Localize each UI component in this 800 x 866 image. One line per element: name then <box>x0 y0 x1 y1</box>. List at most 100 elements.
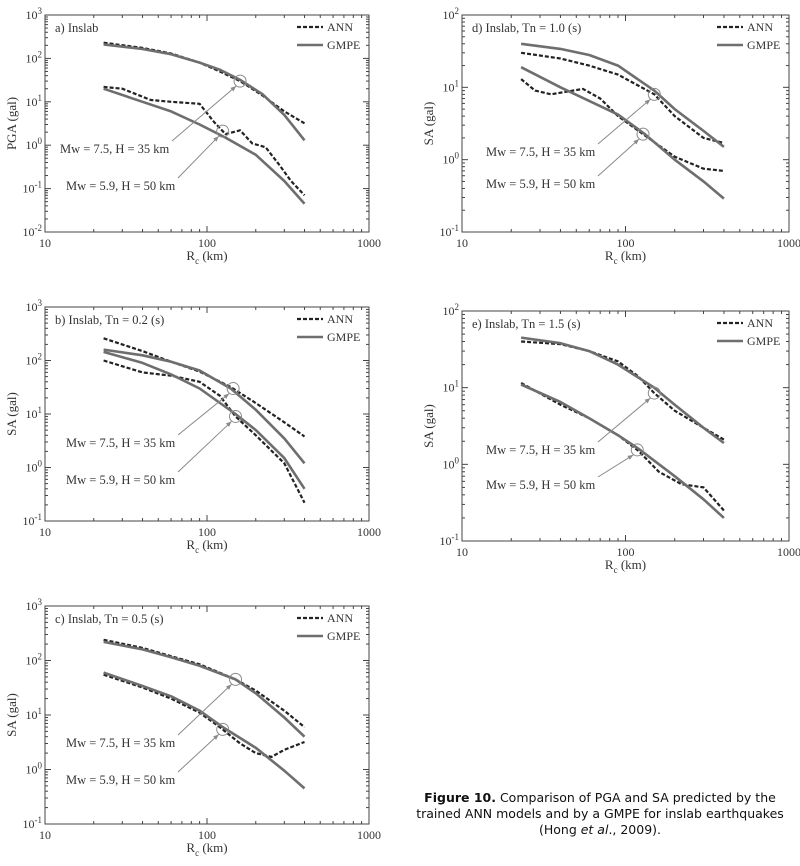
y-axis-label: SA (gal) <box>421 404 436 448</box>
annotation-label: Mw = 5.9, H = 50 km <box>66 179 176 193</box>
ann-series-line <box>520 78 725 172</box>
annotation-arrowhead <box>223 393 230 399</box>
annotation-arrow <box>597 98 651 145</box>
y-axis-label: SA (gal) <box>4 693 19 737</box>
annotation-arrow <box>177 135 220 179</box>
ann-series-line <box>103 638 306 728</box>
annotation-label: Mw = 7.5, H = 35 km <box>66 436 176 450</box>
panel-title: b) Inslab, Tn = 0.2 (s) <box>55 313 164 327</box>
annotation-circle <box>226 382 240 396</box>
tick-label: 103 <box>26 6 43 22</box>
tick-label: 102 <box>443 302 460 318</box>
annotation-label: Mw = 5.9, H = 50 km <box>66 473 176 487</box>
annotation-arrowhead <box>225 421 232 427</box>
gmpe-series-line <box>520 42 725 148</box>
legend-gmpe-label: GMPE <box>747 38 780 52</box>
annotation-circle <box>229 409 243 423</box>
annotation-arrowhead <box>213 734 219 740</box>
legend-ann-label: ANN <box>747 316 773 330</box>
ann-series-line <box>520 51 725 145</box>
annotation-arrow <box>177 684 232 736</box>
y-axis-label: PGA (gal) <box>4 97 19 150</box>
gmpe-series-line <box>103 348 306 465</box>
annotation-circle <box>233 74 247 88</box>
legend-ann-label: ANN <box>327 312 353 326</box>
legend-gmpe-label: GMPE <box>327 330 360 344</box>
annotation-arrow <box>597 397 651 443</box>
plot-frame <box>44 14 370 233</box>
tick-label: 101 <box>26 706 43 722</box>
gmpe-series-line <box>103 43 306 142</box>
panel-title: a) Inslab <box>55 21 98 35</box>
y-axis-label: SA (gal) <box>421 102 436 146</box>
x-axis-label: Rc (km) <box>186 248 227 266</box>
panel-title: e) Inslab, Tn = 1.5 (s) <box>472 317 581 331</box>
plot-frame <box>461 14 790 233</box>
gmpe-series-line <box>520 66 725 200</box>
annotation-label: Mw = 7.5, H = 35 km <box>66 736 176 750</box>
y-axis-label: SA (gal) <box>4 392 19 436</box>
ann-series-line <box>520 382 725 512</box>
x-axis-label: Rc (km) <box>605 248 646 266</box>
annotation-arrow <box>597 454 634 478</box>
gmpe-series-line <box>103 640 306 738</box>
tick-label: 101 <box>26 93 43 109</box>
annotation-label: Mw = 7.5, H = 35 km <box>60 142 170 156</box>
tick-label: 102 <box>26 352 43 368</box>
caption-text-1: Comparison of PGA and SA predicted by th… <box>416 790 784 837</box>
annotation-arrowhead <box>213 136 219 142</box>
x-tick-label: 1000 <box>357 828 381 842</box>
x-tick-label: 1000 <box>777 545 800 559</box>
annotation-label: Mw = 5.9, H = 50 km <box>66 773 176 787</box>
plot-frame <box>44 306 370 522</box>
caption-label: Figure 10. <box>424 790 496 805</box>
tick-label: 101 <box>443 78 460 94</box>
panel-title: d) Inslab, Tn = 1.0 (s) <box>472 21 581 35</box>
annotation-arrow <box>177 734 220 773</box>
x-tick-label: 100 <box>198 828 216 842</box>
annotation-arrowhead <box>230 86 237 92</box>
gmpe-series-line <box>103 87 306 205</box>
legend-ann-label: ANN <box>327 611 353 625</box>
tick-label: 102 <box>443 6 460 22</box>
tick-label: 101 <box>26 405 43 421</box>
x-tick-label: 1000 <box>357 525 381 539</box>
tick-label: 100 <box>443 151 460 167</box>
tick-label: 102 <box>26 652 43 668</box>
caption-text-2: ., 2009). <box>608 822 662 837</box>
annotation-arrowhead <box>644 99 651 105</box>
annotation-label: Mw = 7.5, H = 35 km <box>486 443 596 457</box>
annotation-circle <box>647 87 661 101</box>
legend-gmpe-label: GMPE <box>327 629 360 643</box>
x-tick-label: 100 <box>617 545 635 559</box>
caption-italic: et al <box>580 822 609 837</box>
annotation-label: Mw = 7.5, H = 35 km <box>486 145 596 159</box>
x-tick-label: 100 <box>198 525 216 539</box>
legend-gmpe-label: GMPE <box>747 334 780 348</box>
ann-series-line <box>103 41 306 125</box>
ann-series-line <box>103 673 305 759</box>
figure-caption: Figure 10. Comparison of PGA and SA pred… <box>405 790 795 838</box>
x-tick-label: 10 <box>456 545 468 559</box>
legend-gmpe-label: GMPE <box>327 38 360 52</box>
annotation-arrow <box>177 393 230 436</box>
x-tick-label: 10 <box>39 236 51 250</box>
tick-label: 100 <box>443 455 460 471</box>
x-axis-label: Rc (km) <box>605 557 646 575</box>
ann-series-line <box>103 359 306 504</box>
annotation-circle <box>636 127 650 141</box>
tick-label: 102 <box>26 49 43 65</box>
annotation-circle <box>229 672 243 686</box>
annotation-arrowhead <box>225 684 232 690</box>
x-axis-label: Rc (km) <box>186 537 227 555</box>
x-axis-label: Rc (km) <box>186 840 227 858</box>
annotation-circle <box>630 443 644 457</box>
panel-title: c) Inslab, Tn = 0.5 (s) <box>55 612 164 626</box>
annotation-arrow <box>171 85 237 142</box>
annotation-circle <box>647 386 661 400</box>
